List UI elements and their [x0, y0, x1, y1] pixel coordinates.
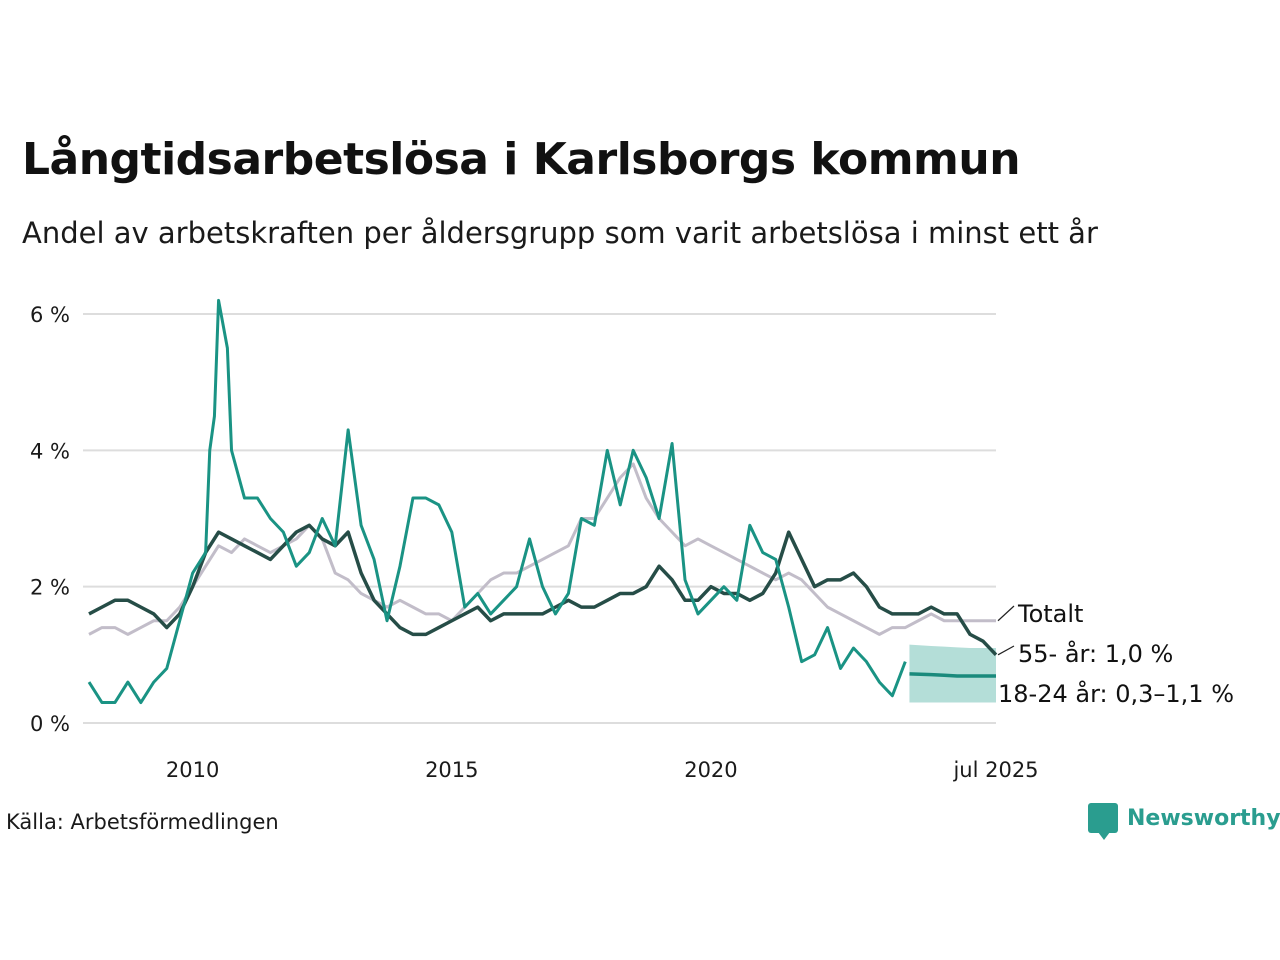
y-tick-label: 4 %	[30, 439, 70, 463]
chart-subtitle: Andel av arbetskraften per åldersgrupp s…	[22, 216, 1098, 250]
forecast-area	[909, 644, 996, 703]
x-tick-label: jul 2025	[952, 758, 1038, 782]
x-tick-label: 2015	[425, 758, 478, 782]
series-labels: Totalt 55- år: 1,0 % 18-24 år: 0,3–1,1 %	[997, 600, 1234, 708]
x-tick-label: 2010	[166, 758, 219, 782]
y-tick-label: 0 %	[30, 712, 70, 736]
source-note: Källa: Arbetsförmedlingen	[6, 810, 279, 834]
forecast-band	[909, 644, 996, 703]
grid-lines	[83, 313, 996, 724]
series-line-2	[87, 298, 907, 705]
series-label: Totalt	[1017, 600, 1083, 628]
x-tick-label: 2020	[684, 758, 737, 782]
x-axis-ticks: 2010 2015 2020 jul 2025	[166, 758, 1039, 782]
label-leader-0	[997, 605, 1015, 622]
brand-logo: Newsworthy	[1088, 803, 1280, 840]
label-leader-1	[997, 645, 1015, 656]
series-line-1	[88, 523, 998, 657]
y-axis-ticks: 0 % 2 % 4 % 6 %	[30, 303, 70, 736]
y-tick-label: 2 %	[30, 576, 70, 600]
series-lines	[87, 298, 998, 705]
y-tick-label: 6 %	[30, 303, 70, 327]
series-line-0	[88, 462, 996, 636]
brand-name: Newsworthy	[1127, 805, 1280, 831]
series-label: 18-24 år: 0,3–1,1 %	[998, 679, 1234, 708]
chart-title: Långtidsarbetslösa i Karlsborgs kommun	[22, 134, 1021, 185]
forecast-line	[909, 672, 996, 678]
series-label: 55- år: 1,0 %	[1018, 639, 1173, 668]
newsworthy-logo-icon	[1088, 803, 1118, 840]
